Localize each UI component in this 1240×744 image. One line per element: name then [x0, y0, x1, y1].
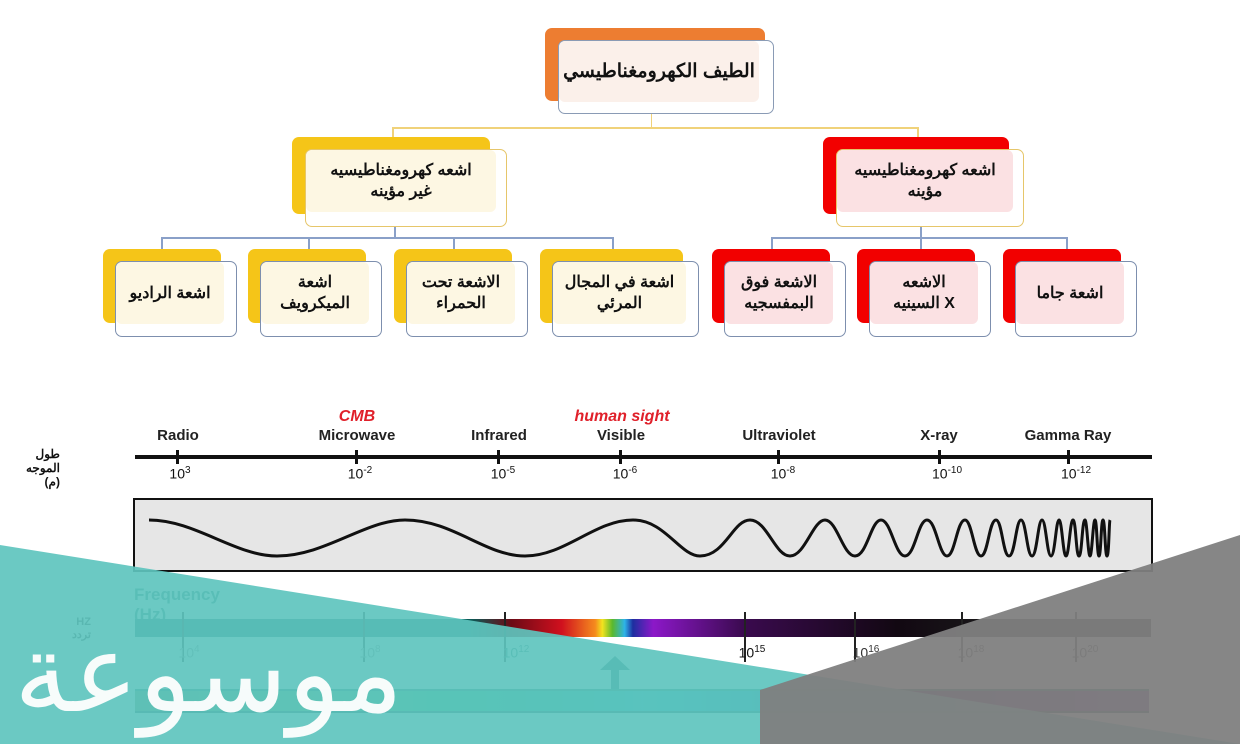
- leaf-label-line1: اشعة في المجال: [564, 274, 675, 291]
- wavelength-axis-label: طول الموجه (م): [25, 447, 60, 489]
- leaf-label: اشعة الراديو: [129, 284, 211, 302]
- band-xray: X-ray: [920, 427, 958, 444]
- leaf-gamma: اشعة جاما: [1003, 249, 1143, 337]
- leaf-label-line2: الحمراء: [436, 295, 486, 312]
- wavelength-tick-label: 103: [169, 465, 191, 482]
- leaf-label-line2: المرئي: [596, 295, 643, 312]
- cmb-note: CMB: [338, 408, 376, 425]
- root-node: الطيف الكهرومغناطيسي: [545, 28, 775, 114]
- leaf-xray: الاشعه X السينيه: [857, 249, 997, 337]
- band-microwave: Microwave: [318, 427, 396, 444]
- leaf-label-line1: اشعة: [297, 274, 333, 291]
- branch-non-ionizing: اشعه كهرومغناطيسيه غير مؤينه: [292, 137, 512, 227]
- band-infrared: Infrared: [471, 427, 527, 444]
- leaf-label-line1: الاشعه: [902, 274, 946, 291]
- leaf-infrared: الاشعة تحت الحمراء: [394, 249, 529, 337]
- branch-label-line2: غير مؤينه: [370, 183, 432, 200]
- branch-label-line1: اشعه كهرومغناطيسيه: [854, 162, 996, 179]
- wavelength-tick-label: 10-6: [612, 465, 638, 482]
- watermark-logo: موسوعة: [14, 609, 405, 737]
- leaf-label: اشعة جاما: [1036, 284, 1104, 302]
- wavelength-tick-label: 10-5: [490, 465, 516, 482]
- band-visible: Visible: [596, 427, 646, 444]
- leaf-label-line2: البمفسجيه: [744, 295, 814, 312]
- frequency-tick-label: 1020: [1071, 644, 1099, 661]
- frequency-tick-label: 1016: [852, 644, 880, 661]
- wavelength-tick-label: 10-2: [347, 465, 373, 482]
- frequency-tick-label: 1012: [502, 644, 530, 661]
- frequency-tick-label: 1015: [738, 644, 766, 661]
- up-arrow-icon: [600, 656, 630, 692]
- band-gamma: Gamma Ray: [1024, 427, 1112, 444]
- band-radio: Radio: [157, 427, 199, 444]
- leaf-visible: اشعة في المجال المرئي: [540, 249, 700, 337]
- leaf-label-line1: الاشعة فوق: [740, 274, 818, 291]
- leaf-microwave: اشعة الميكرويف: [248, 249, 383, 337]
- wave-panel: [133, 498, 1153, 572]
- human-sight-note: human sight: [574, 408, 670, 425]
- wavelength-tick-label: 10-12: [1060, 465, 1092, 482]
- wavelength-tick-label: 10-10: [931, 465, 963, 482]
- branch-label-line2: مؤينه: [907, 183, 943, 200]
- band-ultraviolet: Ultraviolet: [742, 427, 816, 444]
- root-label: الطيف الكهرومغناطيسي: [559, 41, 759, 102]
- wavelength-tick-label: 10-8: [770, 465, 796, 482]
- wave-graphic: [148, 518, 1112, 558]
- branch-label-line1: اشعه كهرومغناطيسيه: [330, 162, 472, 179]
- leaf-label-line2: X السينيه: [893, 295, 955, 312]
- leaf-ultraviolet: الاشعة فوق البمفسجيه: [712, 249, 852, 337]
- branch-ionizing: اشعه كهرومغناطيسيه مؤينه: [823, 137, 1033, 227]
- wavelength-axis-line: [135, 455, 1152, 459]
- leaf-radio: اشعة الراديو: [103, 249, 238, 337]
- frequency-tick-label: 1018: [957, 644, 985, 661]
- leaf-label-line2: الميكرويف: [280, 295, 350, 312]
- leaf-label-line1: الاشعة تحت: [421, 274, 501, 291]
